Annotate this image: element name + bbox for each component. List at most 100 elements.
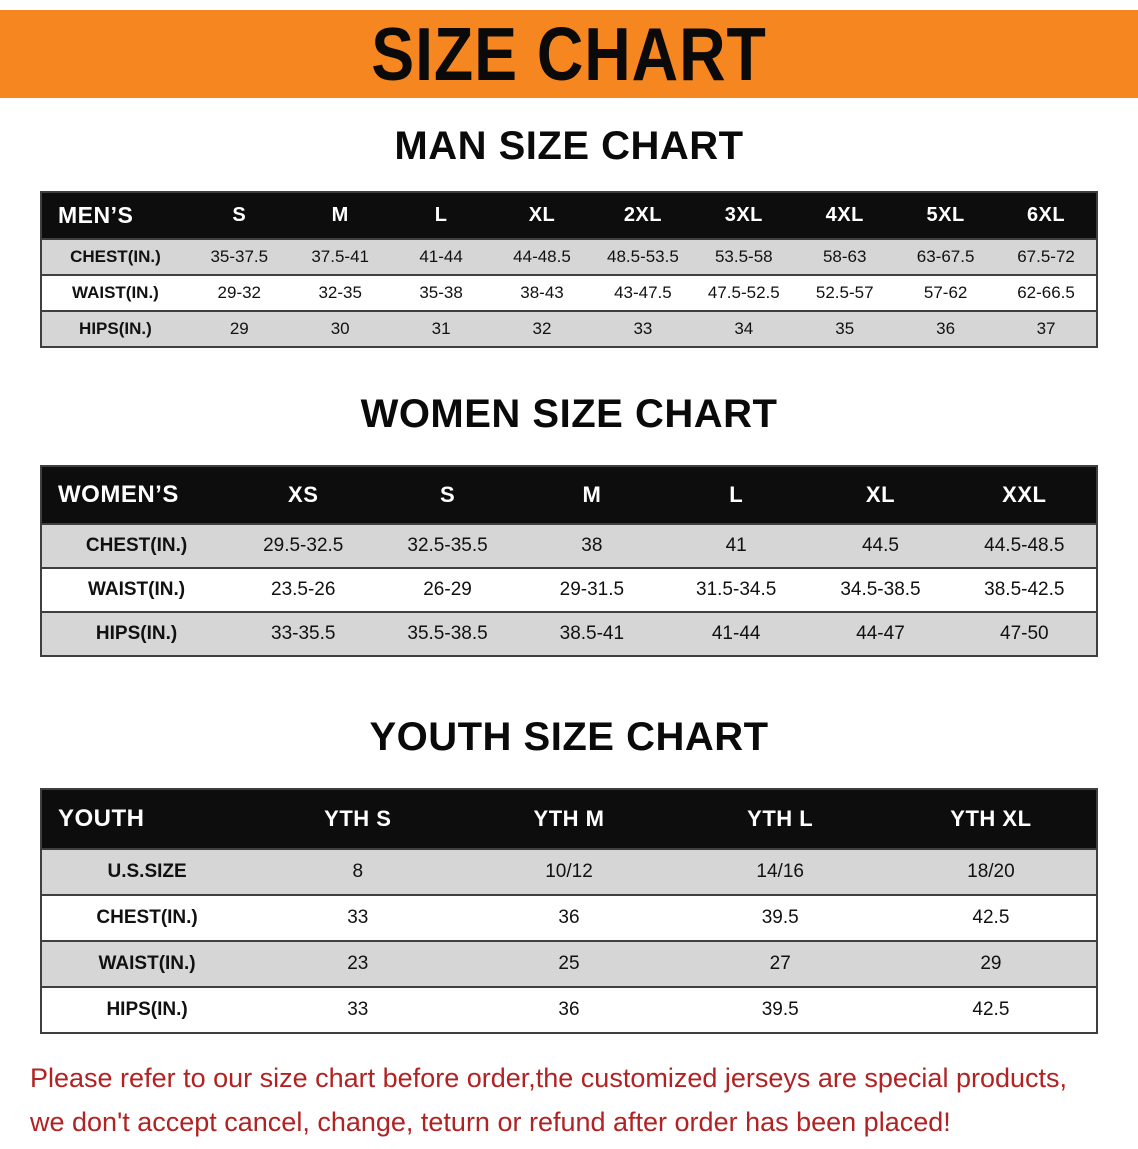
table-row: CHEST(IN.) 29.5-32.5 32.5-35.5 38 41 44.5 44.5…: [41, 523, 1097, 569]
value-cell: 44.5-48.5: [952, 523, 1097, 569]
table-title-cell: MEN’S: [58, 202, 134, 228]
size-header-cell: YTH L: [747, 806, 814, 831]
value-cell: 32.5-35.5: [375, 523, 520, 569]
row-label-cell: CHEST(IN.): [41, 894, 253, 942]
men-size-table: MEN’S S M L XL 2XL 3XL 4XL 5XL 6XL CHEST(IN.) 35-37…: [40, 191, 1098, 348]
size-header-cell: YTH XL: [950, 806, 1032, 831]
size-header-cell: M: [582, 482, 602, 507]
size-header-cell: 2XL: [623, 204, 662, 226]
value-cell: 33: [592, 310, 694, 348]
value-cell: 33: [252, 894, 464, 942]
table-row: CHEST(IN.) 33 36 39.5 42.5: [41, 894, 1097, 942]
table-row: WAIST(IN.) 23 25 27 29: [41, 940, 1097, 988]
size-header-cell: 6XL: [1026, 204, 1066, 226]
value-cell: 33: [252, 986, 464, 1034]
table-header-row: WOMEN’S XS S M L XL XXL: [41, 466, 1097, 524]
value-cell: 38-43: [491, 274, 593, 312]
value-cell: 62-66.5: [996, 274, 1097, 312]
table-row: WAIST(IN.) 29-32 32-35 35-38 38-43 43-47.5 47.…: [41, 274, 1097, 312]
value-cell: 23.5-26: [231, 567, 376, 613]
row-label-cell: U.S.SIZE: [41, 848, 253, 896]
value-cell: 36: [463, 986, 675, 1034]
value-cell: 10/12: [463, 848, 675, 896]
value-cell: 41-44: [664, 611, 809, 657]
disclaimer-line-1: Please refer to our size chart before or…: [30, 1063, 1068, 1093]
value-cell: 44-48.5: [491, 238, 593, 276]
row-label-cell: WAIST(IN.): [41, 940, 253, 988]
value-cell: 35.5-38.5: [375, 611, 520, 657]
size-header-cell: XXL: [1002, 482, 1047, 507]
value-cell: 38: [519, 523, 665, 569]
disclaimer-line-2: we don't accept cancel, change, teturn o…: [30, 1107, 951, 1138]
disclaimer: Please refer to our size chart before or…: [30, 1060, 1118, 1141]
size-header-cell: S: [439, 482, 456, 507]
row-label-cell: HIPS(IN.): [41, 310, 189, 348]
value-cell: 33-35.5: [231, 611, 376, 657]
women-size-chart-section: WOMEN SIZE CHART WOMEN’S XS S M L XL XXL CHEST(…: [0, 392, 1138, 657]
table-title-cell: WOMEN’S: [58, 481, 179, 508]
value-cell: 44-47: [808, 611, 953, 657]
value-cell: 29-32: [188, 274, 290, 312]
table-row: HIPS(IN.) 33 36 39.5 42.5: [41, 986, 1097, 1034]
value-cell: 57-62: [895, 274, 997, 312]
value-cell: 29-31.5: [519, 567, 665, 613]
row-label-cell: CHEST(IN.): [41, 523, 232, 569]
value-cell: 37: [996, 310, 1097, 348]
value-cell: 30: [289, 310, 391, 348]
value-cell: 39.5: [674, 986, 886, 1034]
value-cell: 29: [188, 310, 290, 348]
value-cell: 37.5-41: [289, 238, 391, 276]
value-cell: 44.5: [808, 523, 953, 569]
size-header-cell: 3XL: [724, 204, 763, 226]
value-cell: 63-67.5: [895, 238, 997, 276]
value-cell: 34.5-38.5: [808, 567, 953, 613]
table-row: HIPS(IN.) 29 30 31 32 33 34 35 36 37: [41, 310, 1097, 348]
value-cell: 39.5: [674, 894, 886, 942]
row-label-cell: HIPS(IN.): [41, 986, 253, 1034]
value-cell: 27: [674, 940, 886, 988]
value-cell: 35: [794, 310, 896, 348]
value-cell: 36: [895, 310, 997, 348]
size-header-cell: M: [331, 204, 349, 226]
size-header-cell: XL: [528, 204, 556, 226]
value-cell: 8: [252, 848, 464, 896]
row-label-cell: WAIST(IN.): [41, 274, 189, 312]
value-cell: 29.5-32.5: [231, 523, 376, 569]
size-header-cell: S: [232, 204, 247, 226]
value-cell: 35-37.5: [188, 238, 290, 276]
value-cell: 47-50: [952, 611, 1097, 657]
value-cell: 67.5-72: [996, 238, 1097, 276]
value-cell: 14/16: [674, 848, 886, 896]
size-header-cell: XS: [288, 482, 319, 507]
size-header-cell: XL: [865, 482, 896, 507]
value-cell: 32-35: [289, 274, 391, 312]
women-size-table: WOMEN’S XS S M L XL XXL CHEST(IN.) 29.5-32.5 32.5…: [40, 465, 1098, 657]
women-section-heading: WOMEN SIZE CHART: [360, 392, 778, 436]
value-cell: 43-47.5: [592, 274, 694, 312]
size-header-cell: 4XL: [825, 204, 864, 226]
value-cell: 41: [664, 523, 809, 569]
value-cell: 53.5-58: [693, 238, 795, 276]
value-cell: 29: [885, 940, 1097, 988]
table-title-cell: YOUTH: [58, 805, 145, 832]
value-cell: 31: [390, 310, 492, 348]
row-label-cell: WAIST(IN.): [41, 567, 232, 613]
value-cell: 42.5: [885, 894, 1097, 942]
row-label-cell: HIPS(IN.): [41, 611, 232, 657]
value-cell: 25: [463, 940, 675, 988]
page-title: SIZE CHART: [371, 11, 767, 97]
size-header-cell: L: [729, 482, 744, 507]
value-cell: 31.5-34.5: [664, 567, 809, 613]
value-cell: 42.5: [885, 986, 1097, 1034]
value-cell: 32: [491, 310, 593, 348]
value-cell: 26-29: [375, 567, 520, 613]
size-header-cell: YTH M: [533, 806, 605, 831]
value-cell: 38.5-42.5: [952, 567, 1097, 613]
table-row: WAIST(IN.) 23.5-26 26-29 29-31.5 31.5-34.5 34…: [41, 567, 1097, 613]
size-header-cell: YTH S: [324, 806, 392, 831]
size-header-cell: 5XL: [926, 204, 965, 226]
men-size-chart-section: MAN SIZE CHART MEN’S S M L XL 2XL 3XL 4XL 5XL 6XL…: [0, 124, 1138, 348]
size-header-cell: L: [434, 204, 448, 226]
value-cell: 38.5-41: [519, 611, 665, 657]
